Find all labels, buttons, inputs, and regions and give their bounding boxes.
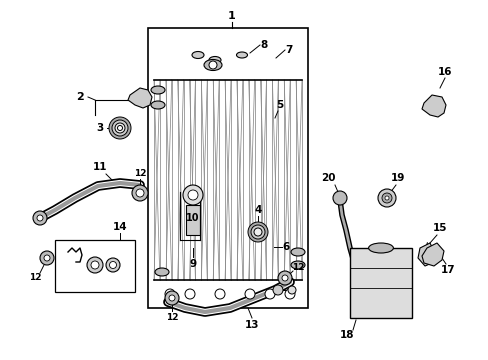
Ellipse shape <box>151 86 164 94</box>
Ellipse shape <box>192 51 203 58</box>
Text: 7: 7 <box>285 45 292 55</box>
Text: 3: 3 <box>96 123 103 133</box>
Text: 18: 18 <box>339 330 353 340</box>
Text: 8: 8 <box>260 40 267 50</box>
Circle shape <box>164 291 179 305</box>
Bar <box>185 205 200 235</box>
Circle shape <box>247 222 267 242</box>
Polygon shape <box>421 243 443 266</box>
Text: 14: 14 <box>112 222 127 232</box>
Circle shape <box>183 185 203 205</box>
Ellipse shape <box>290 261 305 269</box>
Text: 5: 5 <box>276 100 283 110</box>
Ellipse shape <box>151 101 164 109</box>
Circle shape <box>377 189 395 207</box>
Ellipse shape <box>290 248 305 256</box>
Text: 10: 10 <box>186 213 199 223</box>
Polygon shape <box>128 88 152 108</box>
Circle shape <box>187 190 198 200</box>
Text: 19: 19 <box>390 173 405 183</box>
Text: 15: 15 <box>432 223 447 233</box>
Ellipse shape <box>368 243 392 253</box>
Circle shape <box>285 289 294 299</box>
Circle shape <box>332 191 346 205</box>
Circle shape <box>91 261 99 269</box>
Circle shape <box>272 285 283 295</box>
Text: 20: 20 <box>320 173 335 183</box>
Circle shape <box>112 120 128 136</box>
Circle shape <box>184 289 195 299</box>
Polygon shape <box>421 95 445 117</box>
Text: 17: 17 <box>440 265 454 275</box>
Text: 9: 9 <box>189 259 196 269</box>
FancyArrowPatch shape <box>425 243 427 250</box>
Text: 12: 12 <box>29 274 41 283</box>
Circle shape <box>215 289 224 299</box>
Circle shape <box>87 257 103 273</box>
Text: 13: 13 <box>244 320 259 330</box>
Circle shape <box>117 126 122 130</box>
Text: 16: 16 <box>437 67 451 77</box>
Bar <box>148 28 307 308</box>
Circle shape <box>164 289 175 299</box>
Text: 6: 6 <box>282 242 289 252</box>
Circle shape <box>250 225 264 239</box>
Circle shape <box>136 189 143 197</box>
Circle shape <box>132 185 148 201</box>
Circle shape <box>287 286 295 294</box>
Circle shape <box>253 228 262 236</box>
Text: 12: 12 <box>165 314 178 323</box>
Text: 12: 12 <box>291 264 304 273</box>
Circle shape <box>264 289 274 299</box>
Text: 2: 2 <box>76 92 84 102</box>
Circle shape <box>244 289 254 299</box>
Circle shape <box>106 258 120 272</box>
Bar <box>349 248 411 318</box>
Polygon shape <box>417 243 434 266</box>
Text: 4: 4 <box>254 205 261 215</box>
Ellipse shape <box>155 268 169 276</box>
Circle shape <box>44 255 50 261</box>
Circle shape <box>33 211 47 225</box>
Circle shape <box>37 215 43 221</box>
Ellipse shape <box>208 57 221 63</box>
Ellipse shape <box>236 52 247 58</box>
Circle shape <box>278 271 291 285</box>
Circle shape <box>169 295 175 301</box>
Text: 11: 11 <box>93 162 107 172</box>
Circle shape <box>384 196 388 200</box>
Circle shape <box>282 275 287 281</box>
Circle shape <box>208 61 217 69</box>
Circle shape <box>109 261 116 269</box>
Bar <box>55 240 135 292</box>
Circle shape <box>381 193 391 203</box>
Text: 1: 1 <box>228 11 235 21</box>
Text: 12: 12 <box>134 168 146 177</box>
Circle shape <box>115 123 125 133</box>
Ellipse shape <box>203 59 222 71</box>
Circle shape <box>109 117 131 139</box>
Circle shape <box>40 251 54 265</box>
